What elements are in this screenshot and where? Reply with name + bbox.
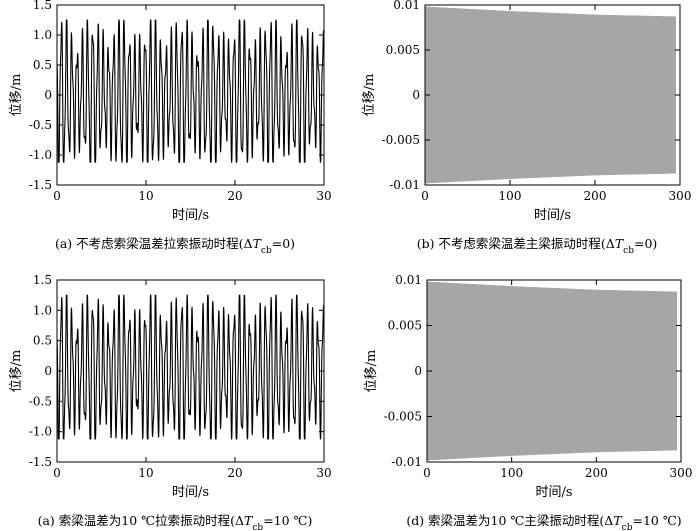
y-axis-label-2: 位移/m — [9, 350, 24, 393]
chart-panel-1: -0.01 -0.005 0 0.005 0.01 0 100 200 300 时间/s 位移/m (… — [362, 0, 691, 256]
y-tick-label-1-3: 0.005 — [386, 43, 420, 57]
x-tick-label-0-3: 30 — [316, 189, 331, 203]
y-tick-label-0-4: 0.5 — [33, 58, 52, 72]
x-axis-label-2: 时间/s — [172, 485, 209, 500]
x-axis-label-1: 时间/s — [534, 208, 571, 223]
y-tick-label-2-6: 1.5 — [33, 273, 52, 287]
series-band-1 — [425, 6, 676, 184]
y-axis-label-0: 位移/m — [9, 74, 24, 117]
y-tick-label-0-3: 0 — [44, 88, 52, 102]
y-tick-label-3-1: -0.005 — [384, 410, 422, 424]
y-tick-label-2-3: 0 — [44, 364, 52, 378]
y-tick-label-2-1: -1.0 — [29, 425, 52, 439]
caption-sub-1: cb — [623, 246, 634, 256]
caption-var-1: T — [615, 236, 625, 251]
y-tick-label-3-2: 0 — [414, 364, 422, 378]
panel-caption-3: (d) 索梁温差为10 ℃主梁振动时程(ΔTcb=10 ℃) — [406, 513, 681, 531]
x-tick-label-3-2: 200 — [585, 466, 608, 480]
series-line-0 — [57, 19, 324, 163]
caption-prefix-0: (a) 不考虑索梁温差拉索振动时程(Δ — [55, 236, 253, 251]
panel-caption-1: (b) 不考虑索梁温差主梁振动时程(ΔTcb=0) — [417, 236, 658, 256]
chart-panel-2: -1.5 -1.0 -0.5 0 0.5 1.0 1.5 0 10 20 30 时间/s 位移/m (a)… — [9, 273, 332, 531]
y-tick-label-1-4: 0.01 — [393, 0, 420, 12]
y-tick-label-2-0: -1.5 — [29, 455, 52, 469]
x-tick-label-1-1: 100 — [499, 189, 522, 203]
caption-sub-0: cb — [261, 246, 272, 256]
y-axis-label-1: 位移/m — [362, 74, 377, 117]
series-band-3 — [427, 281, 678, 461]
x-tick-label-2-3: 30 — [316, 466, 331, 480]
y-tick-label-2-2: -0.5 — [29, 394, 52, 408]
y-tick-label-1-2: 0 — [412, 88, 420, 102]
y-tick-label-3-3: 0.005 — [388, 319, 422, 333]
y-tick-label-2-5: 1.0 — [33, 303, 52, 317]
caption-prefix-1: (b) 不考虑索梁温差主梁振动时程(Δ — [417, 236, 615, 251]
x-tick-label-1-0: 0 — [421, 189, 429, 203]
y-tick-label-0-2: -0.5 — [29, 118, 52, 132]
x-tick-label-3-1: 100 — [500, 466, 523, 480]
caption-sub-3: cb — [622, 523, 633, 531]
y-tick-label-0-5: 1.0 — [33, 28, 52, 42]
y-tick-label-0-6: 1.5 — [33, 0, 52, 12]
caption-suffix-3: =10 ℃) — [632, 513, 681, 528]
caption-var-3: T — [613, 513, 623, 528]
x-tick-label-0-0: 0 — [53, 189, 61, 203]
y-tick-label-0-1: -1.0 — [29, 148, 52, 162]
caption-var-0: T — [253, 236, 263, 251]
x-tick-label-1-2: 200 — [584, 189, 607, 203]
y-tick-label-1-0: -0.01 — [389, 178, 420, 192]
x-tick-label-2-2: 20 — [227, 466, 242, 480]
caption-suffix-2: =10 ℃) — [263, 513, 312, 528]
y-tick-label-0-0: -1.5 — [29, 178, 52, 192]
y-tick-label-3-4: 0.01 — [395, 273, 422, 287]
caption-var-2: T — [244, 513, 254, 528]
x-axis-label-3: 时间/s — [535, 485, 572, 500]
series-line-2 — [57, 294, 324, 440]
panel-caption-2: (a) 索梁温差为10 ℃拉索振动时程(ΔTcb=10 ℃) — [38, 513, 313, 531]
x-tick-label-3-3: 300 — [670, 466, 693, 480]
caption-sub-2: cb — [252, 523, 263, 531]
caption-suffix-0: =0) — [272, 236, 295, 251]
y-axis-label-3: 位移/m — [364, 350, 379, 393]
x-tick-label-2-1: 10 — [138, 466, 153, 480]
panel-caption-0: (a) 不考虑索梁温差拉索振动时程(ΔTcb=0) — [55, 236, 295, 256]
y-tick-label-1-1: -0.005 — [382, 133, 420, 147]
x-tick-label-0-1: 10 — [138, 189, 153, 203]
x-tick-label-2-0: 0 — [53, 466, 61, 480]
caption-prefix-2: (a) 索梁温差为10 ℃拉索振动时程(Δ — [38, 513, 244, 528]
caption-suffix-1: =0) — [634, 236, 657, 251]
y-tick-label-3-0: -0.01 — [391, 455, 422, 469]
x-axis-label-0: 时间/s — [172, 208, 209, 223]
x-tick-label-1-3: 300 — [669, 189, 692, 203]
x-tick-label-3-0: 0 — [423, 466, 431, 480]
y-tick-label-2-4: 0.5 — [33, 334, 52, 348]
x-tick-label-0-2: 20 — [227, 189, 242, 203]
chart-panel-3: -0.01 -0.005 0 0.005 0.01 0 100 200 300 时间/s 位移/m (… — [364, 273, 692, 531]
chart-panel-0: -1.5 -1.0 -0.5 0 0.5 1.0 1.5 0 10 20 30 时间/s 位移/m (a)… — [9, 0, 332, 256]
caption-prefix-3: (d) 索梁温差为10 ℃主梁振动时程(Δ — [406, 513, 613, 528]
